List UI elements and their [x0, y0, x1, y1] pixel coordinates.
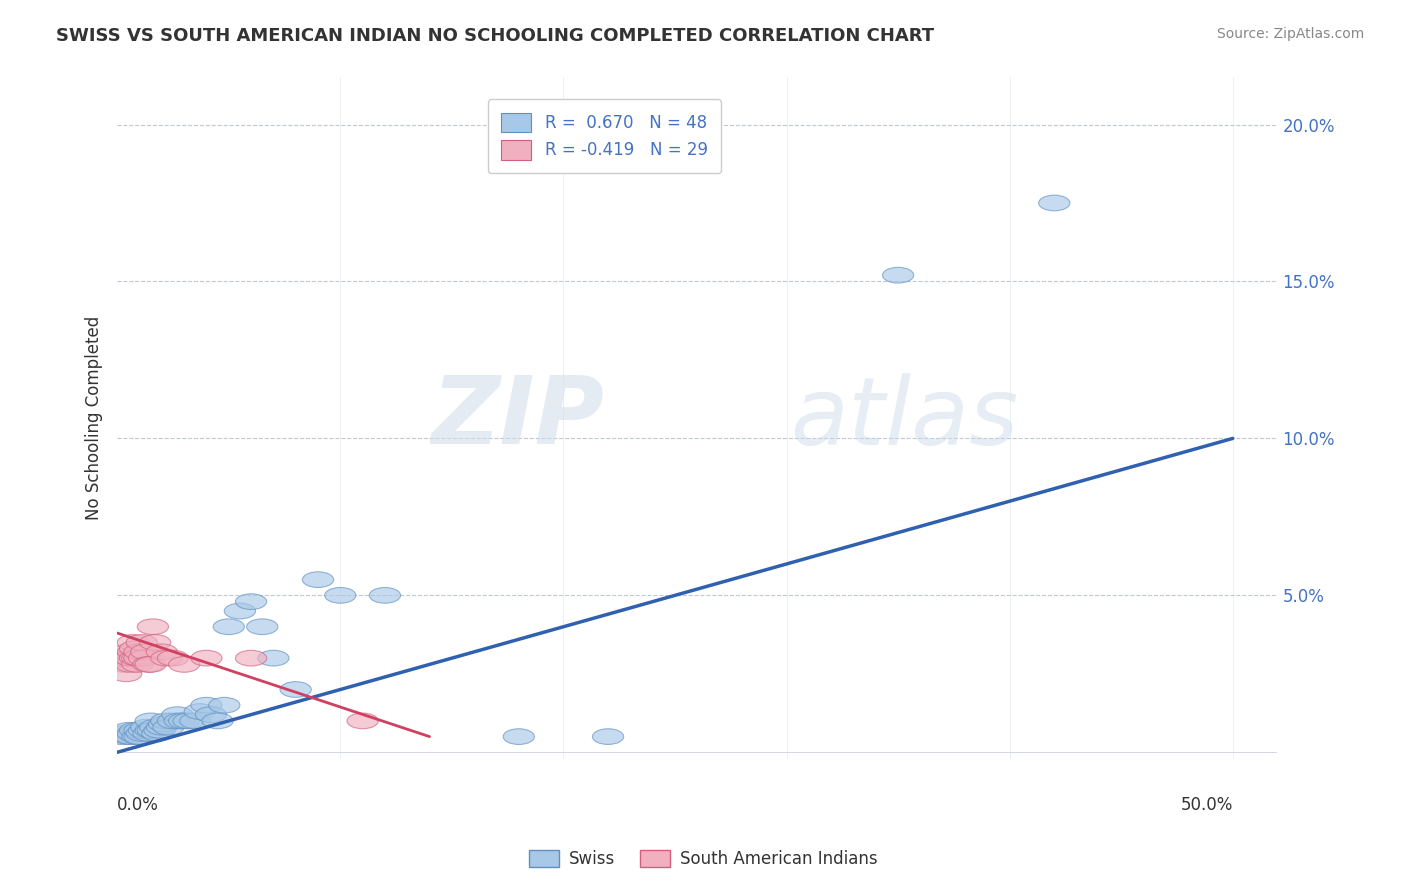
Ellipse shape [105, 650, 138, 666]
Y-axis label: No Schooling Completed: No Schooling Completed [86, 316, 103, 520]
Ellipse shape [142, 725, 173, 741]
Ellipse shape [370, 588, 401, 603]
Ellipse shape [208, 698, 240, 713]
Ellipse shape [883, 268, 914, 283]
Legend: R =  0.670   N = 48, R = -0.419   N = 29: R = 0.670 N = 48, R = -0.419 N = 29 [488, 99, 721, 173]
Ellipse shape [135, 723, 166, 739]
Ellipse shape [131, 644, 162, 660]
Ellipse shape [127, 634, 157, 650]
Text: SWISS VS SOUTH AMERICAN INDIAN NO SCHOOLING COMPLETED CORRELATION CHART: SWISS VS SOUTH AMERICAN INDIAN NO SCHOOL… [56, 27, 935, 45]
Ellipse shape [302, 572, 333, 588]
Ellipse shape [112, 729, 143, 745]
Ellipse shape [122, 650, 153, 666]
Ellipse shape [173, 713, 204, 729]
Ellipse shape [214, 619, 245, 634]
Ellipse shape [117, 634, 149, 650]
Ellipse shape [120, 640, 150, 657]
Ellipse shape [112, 644, 143, 660]
Ellipse shape [135, 713, 166, 729]
Ellipse shape [280, 681, 311, 698]
Ellipse shape [132, 657, 165, 673]
Ellipse shape [115, 650, 146, 666]
Ellipse shape [184, 704, 215, 719]
Ellipse shape [150, 713, 181, 729]
Ellipse shape [195, 706, 226, 723]
Ellipse shape [139, 634, 170, 650]
Ellipse shape [146, 644, 177, 660]
Ellipse shape [117, 725, 149, 741]
Text: 50.0%: 50.0% [1181, 797, 1233, 814]
Ellipse shape [139, 719, 170, 735]
Ellipse shape [122, 657, 153, 673]
Ellipse shape [112, 650, 143, 666]
Ellipse shape [180, 713, 211, 729]
Text: atlas: atlas [790, 373, 1018, 464]
Ellipse shape [108, 657, 139, 673]
Ellipse shape [157, 650, 188, 666]
Ellipse shape [127, 725, 157, 741]
Ellipse shape [143, 723, 176, 739]
Ellipse shape [592, 729, 624, 745]
Ellipse shape [122, 729, 153, 745]
Ellipse shape [138, 619, 169, 634]
Ellipse shape [124, 723, 155, 739]
Ellipse shape [202, 713, 233, 729]
Ellipse shape [157, 713, 188, 729]
Ellipse shape [120, 650, 150, 666]
Ellipse shape [124, 650, 155, 666]
Text: 0.0%: 0.0% [117, 797, 159, 814]
Ellipse shape [138, 723, 169, 739]
Ellipse shape [191, 650, 222, 666]
Ellipse shape [257, 650, 290, 666]
Ellipse shape [135, 657, 166, 673]
Ellipse shape [325, 588, 356, 603]
Ellipse shape [149, 716, 180, 732]
Ellipse shape [131, 719, 162, 735]
Ellipse shape [165, 713, 195, 729]
Ellipse shape [115, 729, 146, 745]
Ellipse shape [128, 650, 160, 666]
Ellipse shape [169, 713, 200, 729]
Ellipse shape [128, 723, 160, 739]
Ellipse shape [105, 729, 138, 745]
Ellipse shape [150, 650, 181, 666]
Ellipse shape [162, 706, 193, 723]
Ellipse shape [112, 723, 143, 739]
Ellipse shape [169, 657, 200, 673]
Ellipse shape [146, 719, 177, 735]
Ellipse shape [503, 729, 534, 745]
Text: Source: ZipAtlas.com: Source: ZipAtlas.com [1216, 27, 1364, 41]
Ellipse shape [191, 698, 222, 713]
Ellipse shape [347, 713, 378, 729]
Ellipse shape [235, 650, 267, 666]
Ellipse shape [246, 619, 278, 634]
Ellipse shape [124, 729, 155, 745]
Ellipse shape [124, 644, 155, 660]
Ellipse shape [120, 723, 150, 739]
Ellipse shape [235, 594, 267, 609]
Ellipse shape [132, 725, 165, 741]
Ellipse shape [225, 603, 256, 619]
Ellipse shape [111, 666, 142, 681]
Text: ZIP: ZIP [432, 372, 605, 464]
Ellipse shape [117, 644, 149, 660]
Legend: Swiss, South American Indians: Swiss, South American Indians [522, 843, 884, 875]
Ellipse shape [153, 719, 184, 735]
Ellipse shape [108, 725, 139, 741]
Ellipse shape [115, 657, 146, 673]
Ellipse shape [1039, 195, 1070, 211]
